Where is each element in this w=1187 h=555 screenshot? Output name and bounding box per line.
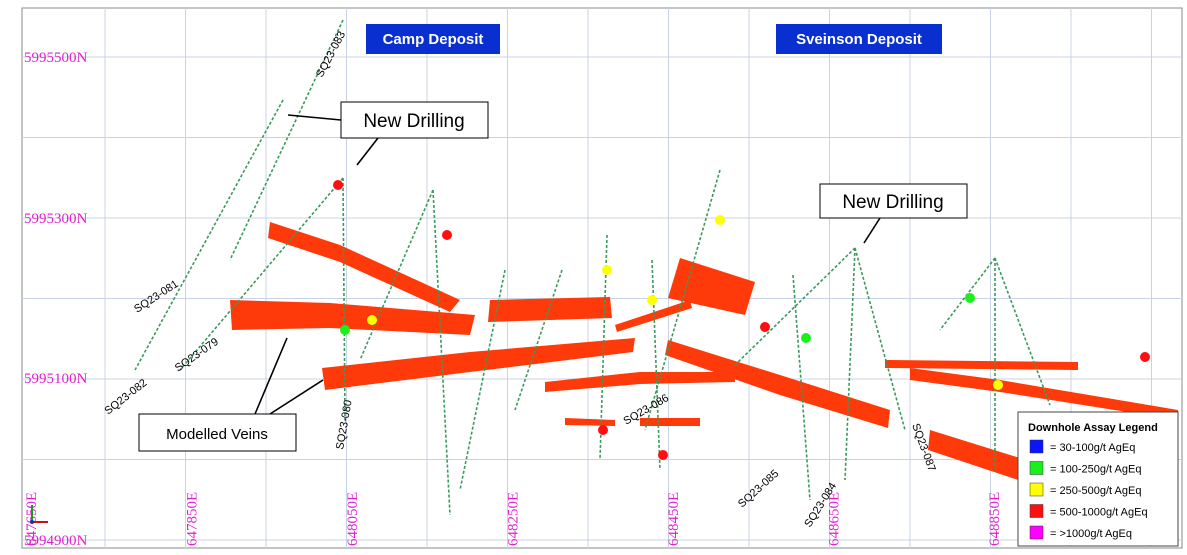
legend-label: = 100-250g/t AgEq	[1050, 464, 1141, 476]
vein	[665, 340, 890, 428]
axis-icon	[30, 505, 48, 524]
vein	[322, 338, 635, 390]
legend-swatch	[1029, 525, 1044, 540]
assay-marker	[598, 425, 608, 435]
vein	[565, 418, 615, 426]
drill-hole	[844, 247, 856, 481]
assay-marker	[602, 265, 612, 275]
assay-marker	[647, 295, 657, 305]
legend-label: = >1000g/t AgEq	[1050, 528, 1132, 540]
callout-box	[340, 101, 489, 139]
legend-swatch	[1029, 439, 1044, 454]
drill-hole	[432, 189, 451, 516]
vein	[268, 222, 460, 312]
legend-swatch	[1029, 504, 1044, 518]
drill-hole	[792, 274, 811, 501]
deposit-label: Sveinson Deposit	[796, 31, 922, 48]
northing-label: 5995100N	[24, 371, 88, 387]
assay-marker	[760, 322, 770, 332]
easting-label: 648250E	[506, 492, 522, 546]
vein	[545, 372, 735, 392]
drill-hole	[651, 259, 661, 471]
drill-hole	[734, 247, 856, 366]
assay-marker	[658, 450, 668, 460]
assay-marker	[1140, 352, 1150, 362]
deposit-box	[366, 24, 500, 54]
drill-hole	[229, 19, 344, 261]
arrow	[254, 337, 288, 415]
axis-icon-origin	[30, 520, 34, 524]
assay-marker	[340, 325, 350, 335]
assay-markers	[333, 180, 1150, 460]
northing-label: 5995500N	[24, 50, 88, 66]
legend-swatch	[1029, 461, 1044, 475]
veins	[230, 222, 1178, 480]
arrow	[863, 217, 881, 244]
arrow	[269, 379, 324, 415]
callout-box	[138, 413, 297, 452]
arrow	[287, 114, 342, 121]
legend-label: = 30-100g/t AgEq	[1050, 442, 1135, 454]
easting-label: 648650E	[827, 492, 843, 546]
legend-swatch	[1029, 482, 1044, 497]
legend-box	[1017, 411, 1179, 547]
assay-marker	[801, 333, 811, 343]
drill-hole	[342, 177, 346, 421]
vein	[640, 418, 700, 426]
easting-label: 648050E	[345, 492, 361, 546]
drill-hole	[854, 247, 906, 431]
callout-text: Modelled Veins	[166, 426, 268, 443]
vein	[885, 360, 1078, 370]
drill-hole	[644, 169, 721, 431]
callout-box	[819, 183, 968, 219]
easting-label: 648450E	[666, 492, 682, 546]
legend-title: Downhole Assay Legend	[1028, 422, 1158, 434]
easting-label: 648850E	[987, 492, 1003, 546]
drill-hole	[179, 177, 344, 371]
legend-label: = 500-1000g/t AgEq	[1050, 507, 1148, 519]
assay-marker	[367, 315, 377, 325]
deposit-box	[776, 24, 942, 54]
drill-hole	[994, 257, 1051, 406]
drill-hole	[359, 189, 434, 361]
callout-text: New Drilling	[363, 111, 464, 132]
vein	[488, 297, 612, 322]
northing-label: 5994900N	[24, 533, 88, 549]
drill-hole	[134, 99, 284, 371]
legend-label: = 250-500g/t AgEq	[1050, 485, 1141, 497]
callout-text: New Drilling	[842, 192, 943, 213]
vein	[928, 430, 1020, 480]
arrow	[356, 137, 379, 166]
easting-label: 647850E	[185, 492, 201, 546]
drill-hole	[459, 269, 506, 491]
vein	[230, 300, 475, 335]
assay-marker	[333, 180, 343, 190]
northing-label: 5995300N	[24, 211, 88, 227]
assay-marker	[442, 230, 452, 240]
assay-marker	[715, 215, 725, 225]
deposit-label: Camp Deposit	[383, 31, 484, 48]
assay-marker	[965, 293, 975, 303]
callout-arrows	[254, 114, 881, 415]
vein	[910, 368, 1178, 420]
assay-marker	[993, 380, 1003, 390]
